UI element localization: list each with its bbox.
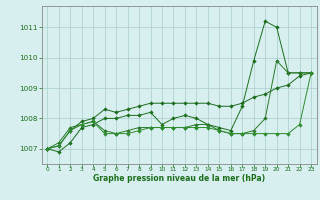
X-axis label: Graphe pression niveau de la mer (hPa): Graphe pression niveau de la mer (hPa) (93, 174, 265, 183)
